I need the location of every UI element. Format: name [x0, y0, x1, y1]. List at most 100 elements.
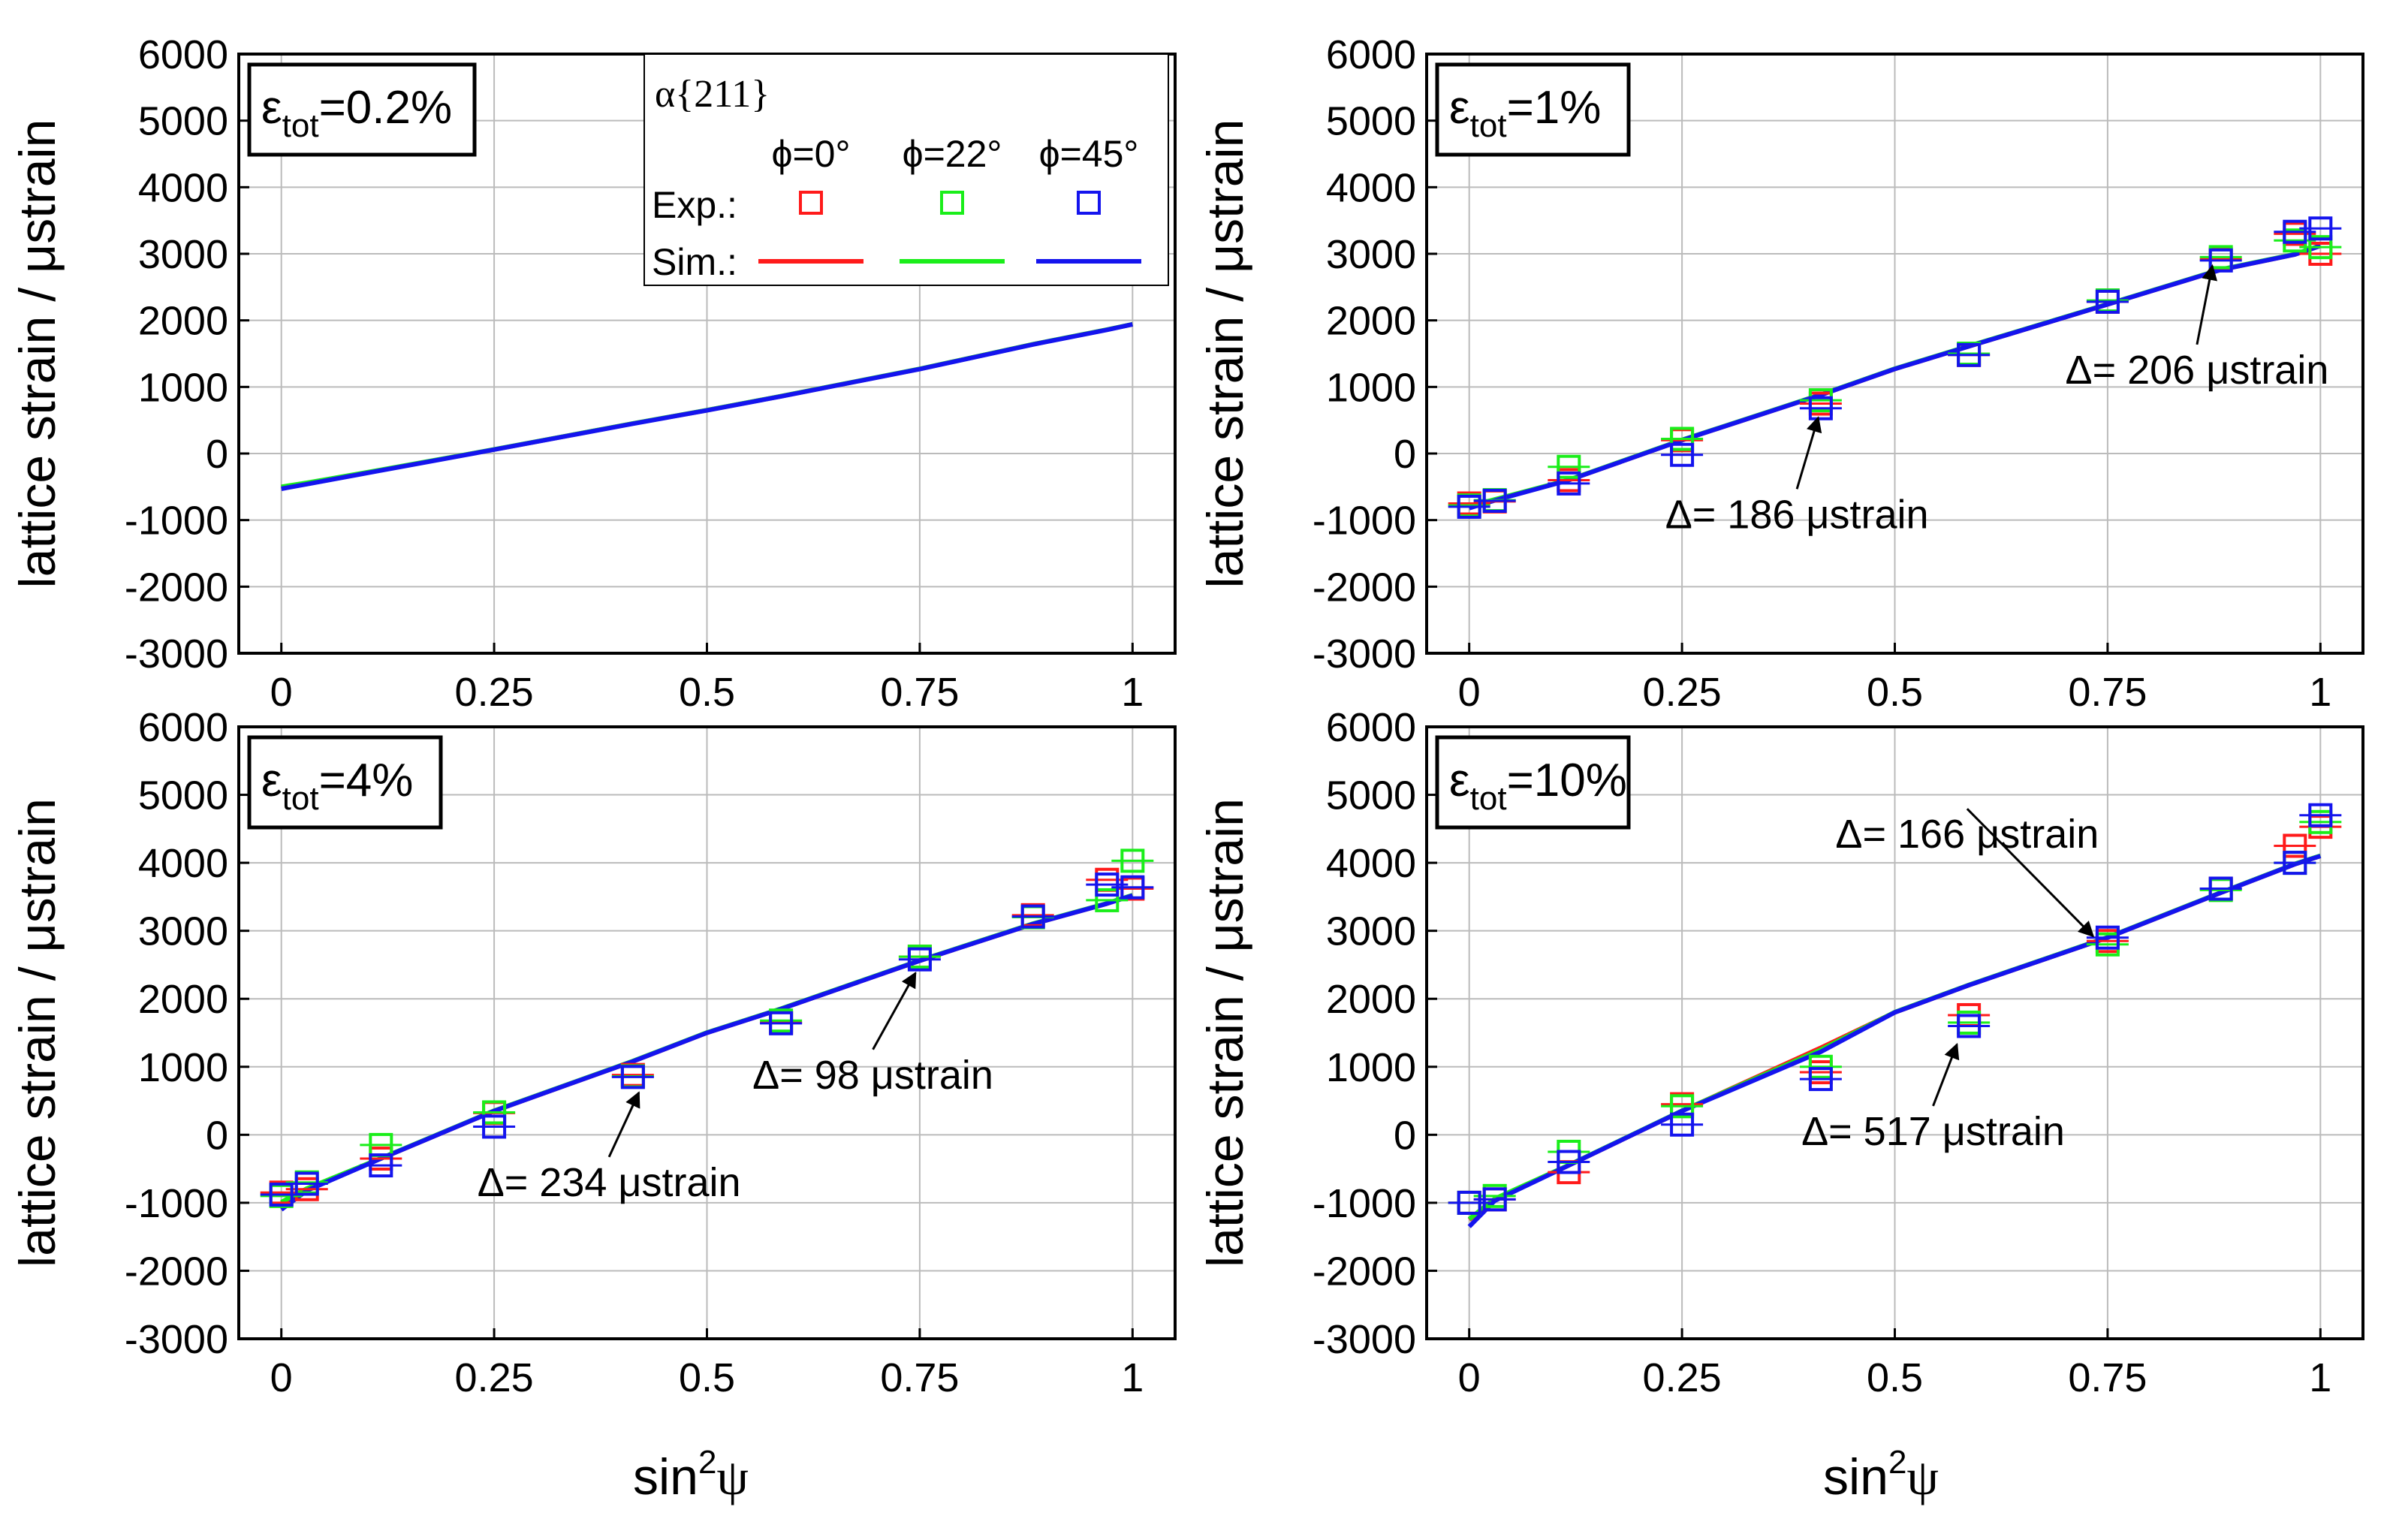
sim-line-blue: [1468, 243, 2322, 511]
exp-square-blue: [1120, 875, 1145, 900]
strain-title: εtot=4%: [261, 755, 413, 817]
exp-marker-green: [1799, 1054, 1842, 1079]
annotation-delta: Δ= 186 μstrain: [1665, 492, 1929, 537]
exp-square-blue: [369, 1153, 393, 1178]
y-tick-label: -2000: [1313, 1249, 1416, 1294]
exp-marker-green: [1111, 848, 1154, 873]
y-tick-label: 5000: [1326, 99, 1416, 144]
x-tick-label: 0.5: [679, 1355, 735, 1400]
annotation-arrow: [2196, 264, 2218, 345]
exp-marker-blue: [285, 1171, 328, 1196]
panel-bottom-left: 0 0.25 0.5 0.75 1 -3000 -2000 -1000 0 1000 2000 300…: [9, 705, 1177, 1400]
annotation-delta: Δ= 234 μstrain: [478, 1160, 741, 1205]
annotation-arrow: [1966, 808, 2095, 938]
y-tick-label: 3000: [1326, 909, 1416, 954]
y-tick-label: 5000: [138, 773, 228, 818]
x-tick-label: 1: [2309, 670, 2331, 715]
x-tick-label: 0: [270, 1355, 293, 1400]
x-tick-label: 0.25: [1643, 670, 1722, 715]
y-tick-label: 2000: [1326, 977, 1416, 1022]
panel-top-right: 0 0.25 0.5 0.75 1 -3000 -2000 -1000 0 1000 2000 300…: [1197, 32, 2364, 715]
y-tick-label: 6000: [138, 32, 228, 77]
y-tick-label: -3000: [1313, 631, 1416, 677]
exp-square-green: [1557, 454, 1581, 479]
strain-title-box: εtot=4%: [247, 735, 443, 830]
exp-marker-blue: [1011, 904, 1054, 929]
x-tick-label: 0: [270, 670, 293, 715]
annotation-delta: Δ= 517 μstrain: [1801, 1109, 2065, 1154]
exp-marker-blue: [1111, 875, 1154, 900]
legend-row-sim: Sim.:: [652, 241, 737, 283]
y-tick-label: 5000: [138, 99, 228, 144]
exp-marker-blue: [1548, 1150, 1590, 1174]
exp-marker-blue: [1661, 442, 1704, 467]
y-tick-label: 5000: [1326, 773, 1416, 818]
y-axis-label: lattice strain / μstrain: [1197, 119, 1254, 589]
x-tick-label: 0.75: [880, 1355, 959, 1400]
exp-marker-blue: [1948, 342, 1991, 367]
y-tick-label: 4000: [1326, 165, 1416, 210]
y-tick-label: 1000: [1326, 365, 1416, 410]
legend-row-exp: Exp.:: [652, 184, 737, 226]
exp-marker-blue: [1548, 471, 1590, 496]
exp-square-blue: [620, 1065, 645, 1089]
exp-marker-blue: [2199, 876, 2242, 901]
strain-title-box: εtot=1%: [1435, 62, 1631, 157]
y-tick-label: -1000: [1313, 1181, 1416, 1226]
legend-column-green: ϕ=22°: [903, 133, 1002, 175]
y-tick-label: 4000: [138, 841, 228, 886]
strain-title: εtot=10%: [1449, 755, 1627, 817]
exp-square-blue: [1020, 904, 1045, 929]
exp-square-blue: [2283, 851, 2307, 875]
exp-marker-green: [1661, 426, 1704, 451]
exp-square-blue: [1670, 442, 1695, 467]
exp-square-blue: [2308, 216, 2333, 241]
exp-square-green: [1120, 848, 1145, 873]
exp-marker-blue: [2199, 248, 2242, 273]
y-tick-label: 6000: [1326, 705, 1416, 750]
exp-square-blue: [269, 1183, 294, 1207]
legend-title: α{211}: [655, 73, 770, 116]
y-tick-label: -2000: [1313, 565, 1416, 610]
y-tick-label: 6000: [138, 705, 228, 750]
exp-square-blue: [1808, 1067, 1833, 1092]
y-tick-label: 3000: [1326, 232, 1416, 277]
strain-title: εtot=1%: [1449, 82, 1601, 144]
sim-line-blue: [279, 893, 1134, 1212]
y-tick-label: -2000: [125, 565, 228, 610]
y-tick-label: -1000: [125, 1181, 228, 1226]
exp-square-green: [482, 1100, 507, 1125]
exp-marker-blue: [898, 947, 941, 972]
exp-square-blue: [1457, 1190, 1481, 1215]
y-tick-label: 4000: [138, 165, 228, 210]
legend-exp-marker-blue: [1077, 191, 1101, 215]
x-tick-label: 0.75: [2068, 1355, 2147, 1400]
sim-line-blue: [1467, 854, 2322, 1228]
svg-text:sin2ψ: sin2ψ: [633, 1444, 749, 1505]
exp-marker-red: [2274, 833, 2316, 858]
exp-marker-blue: [611, 1065, 654, 1089]
x-tick-label: 0: [1458, 670, 1481, 715]
legend-exp-marker-red: [799, 191, 823, 215]
strain-title-frame: [1435, 735, 1631, 830]
y-tick-label: 2000: [138, 299, 228, 344]
exp-square-blue: [1557, 1150, 1581, 1174]
exp-square-green: [1670, 1094, 1695, 1119]
shared-x-axis-label-left: sin2ψ: [633, 1444, 749, 1505]
exp-square-green: [1670, 426, 1695, 451]
exp-marker-blue: [1473, 1187, 1516, 1212]
x-tick-label: 0.25: [455, 670, 534, 715]
exp-marker-blue: [1948, 1014, 1991, 1038]
strain-title-frame: [247, 735, 443, 830]
exp-square-blue: [2283, 219, 2307, 244]
y-tick-label: 6000: [1326, 32, 1416, 77]
x-tick-label: 0.25: [455, 1355, 534, 1400]
exp-marker-green: [1086, 888, 1129, 912]
exp-square-blue: [907, 947, 932, 972]
x-tick-label: 0: [1458, 1355, 1481, 1400]
exp-marker-blue: [473, 1114, 516, 1139]
exp-square-blue: [294, 1171, 319, 1196]
y-tick-label: 2000: [138, 977, 228, 1022]
y-tick-label: 0: [1394, 432, 1416, 477]
